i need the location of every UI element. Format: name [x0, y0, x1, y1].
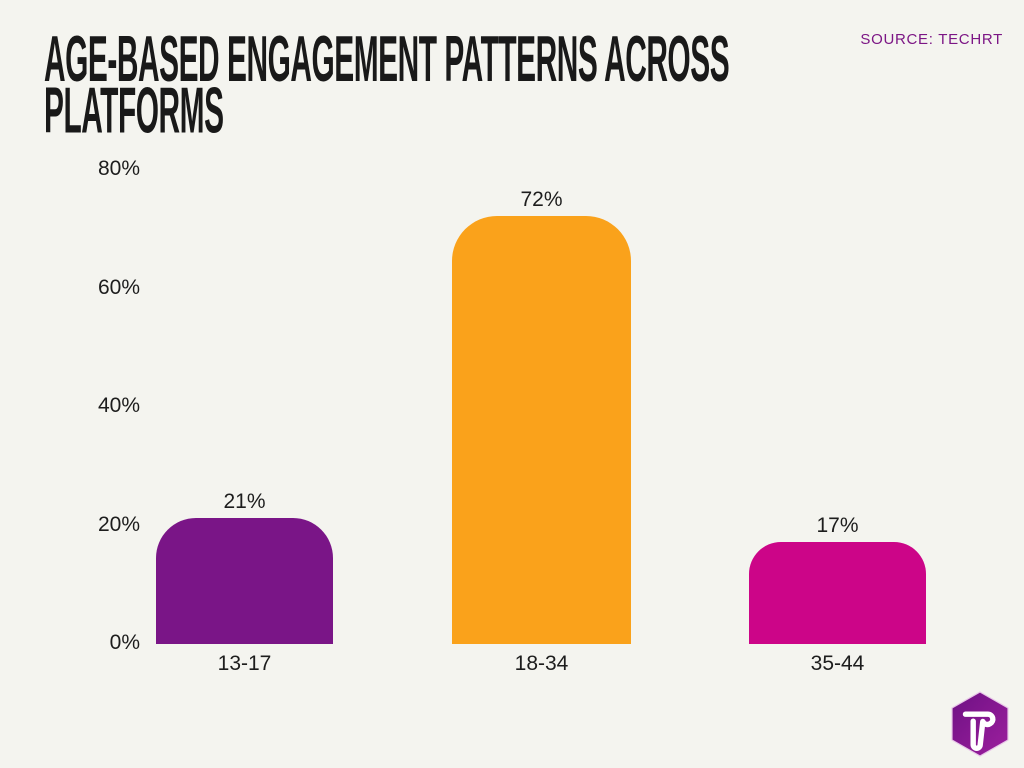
svg-text:PLATFORMS: PLATFORMS — [44, 73, 224, 140]
